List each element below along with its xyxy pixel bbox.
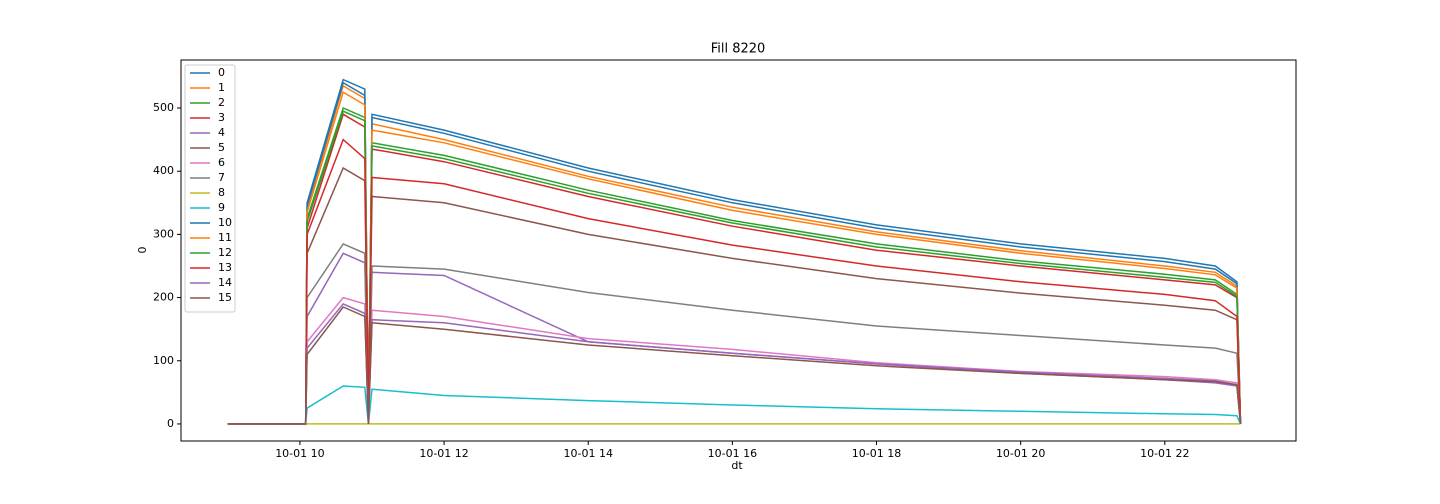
series-line xyxy=(227,302,1242,425)
legend-label: 4 xyxy=(218,126,225,139)
series-line xyxy=(227,81,1242,425)
legend-label: 15 xyxy=(218,291,232,304)
legend-label: 0 xyxy=(218,66,225,79)
x-tick-label: 10-01 10 xyxy=(275,447,324,460)
legend-label: 5 xyxy=(218,141,225,154)
x-tick-label: 10-01 16 xyxy=(708,447,757,460)
plot-frame xyxy=(180,59,1297,442)
y-tick-label: 500 xyxy=(153,101,174,114)
chart-title: Fill 8220 xyxy=(711,42,766,57)
legend-label: 12 xyxy=(218,246,232,259)
y-axis-label: 0 xyxy=(136,247,149,254)
legend-label: 6 xyxy=(218,156,225,169)
y-tick-label: 0 xyxy=(167,417,174,430)
y-tick-label: 300 xyxy=(153,227,174,240)
legend-label: 10 xyxy=(218,216,232,229)
series-line xyxy=(227,242,1242,425)
series-line xyxy=(227,296,1242,425)
legend-label: 3 xyxy=(218,111,225,124)
x-tick-label: 10-01 22 xyxy=(1140,447,1189,460)
x-tick-label: 10-01 12 xyxy=(419,447,468,460)
legend-label: 13 xyxy=(218,261,232,274)
legend-label: 1 xyxy=(218,81,225,94)
x-tick-label: 10-01 14 xyxy=(563,447,612,460)
series-line xyxy=(227,110,1242,425)
legend-label: 11 xyxy=(218,231,232,244)
series-line xyxy=(227,91,1242,425)
legend-box xyxy=(184,64,236,313)
y-tick-label: 100 xyxy=(153,354,174,367)
legend-label: 14 xyxy=(218,276,232,289)
legend-label: 2 xyxy=(218,96,225,109)
series-line xyxy=(227,84,1242,425)
series-line xyxy=(227,252,1242,425)
legend-label: 9 xyxy=(218,201,225,214)
legend-label: 7 xyxy=(218,171,225,184)
series-line xyxy=(227,166,1242,425)
x-tick-label: 10-01 20 xyxy=(996,447,1045,460)
y-tick-label: 200 xyxy=(153,291,174,304)
series-line xyxy=(227,106,1242,425)
x-tick-label: 10-01 18 xyxy=(852,447,901,460)
series-line xyxy=(227,113,1242,425)
y-tick-label: 400 xyxy=(153,164,174,177)
series-line xyxy=(227,306,1242,425)
legend-label: 8 xyxy=(218,186,225,199)
series-line xyxy=(227,138,1242,425)
series-line xyxy=(227,385,1242,425)
series-line xyxy=(227,78,1242,425)
x-axis-label: dt xyxy=(731,459,743,472)
